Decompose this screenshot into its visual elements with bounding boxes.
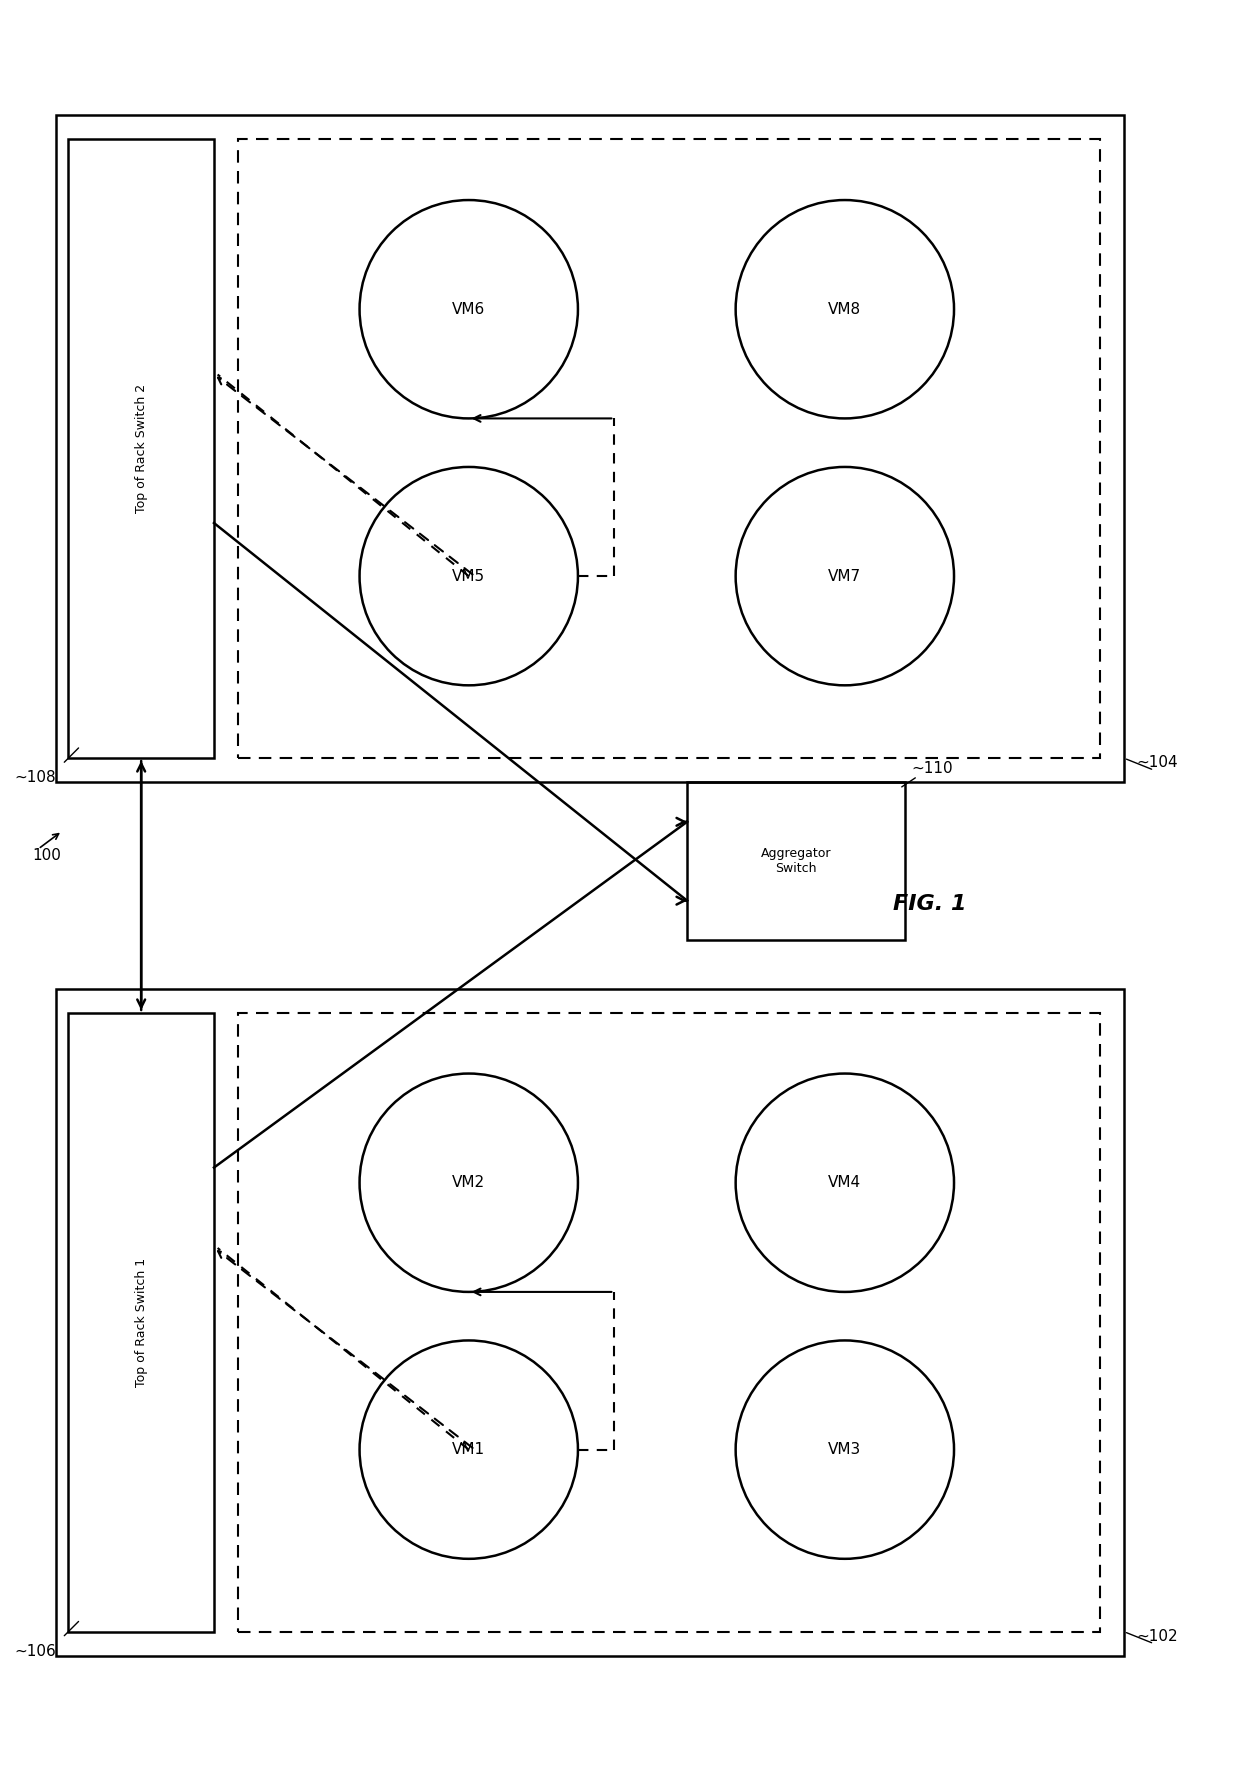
Bar [68,1013,215,1631]
Text: VM1: VM1 [453,1442,485,1458]
Bar [56,988,1123,1656]
Text: ~110: ~110 [911,762,954,776]
Text: 100: 100 [32,848,61,862]
Bar [687,783,905,940]
Text: ~102: ~102 [1136,1629,1178,1643]
Text: VM4: VM4 [828,1176,862,1190]
Bar [68,140,215,758]
Bar [238,140,1100,758]
Text: Top of Rack Switch 1: Top of Rack Switch 1 [135,1257,148,1387]
Text: VM8: VM8 [828,301,862,317]
Text: VM7: VM7 [828,568,862,584]
Text: Top of Rack Switch 2: Top of Rack Switch 2 [135,384,148,514]
Text: VM5: VM5 [453,568,485,584]
Bar [238,1013,1100,1631]
Text: ~108: ~108 [15,770,56,785]
Text: FIG. 1: FIG. 1 [893,894,967,914]
Text: ~104: ~104 [1136,754,1178,770]
Text: VM3: VM3 [828,1442,862,1458]
Text: VM6: VM6 [453,301,485,317]
Bar [56,115,1123,783]
Text: VM2: VM2 [453,1176,485,1190]
Text: ~106: ~106 [15,1643,56,1659]
Text: Aggregator
Switch: Aggregator Switch [761,847,832,875]
